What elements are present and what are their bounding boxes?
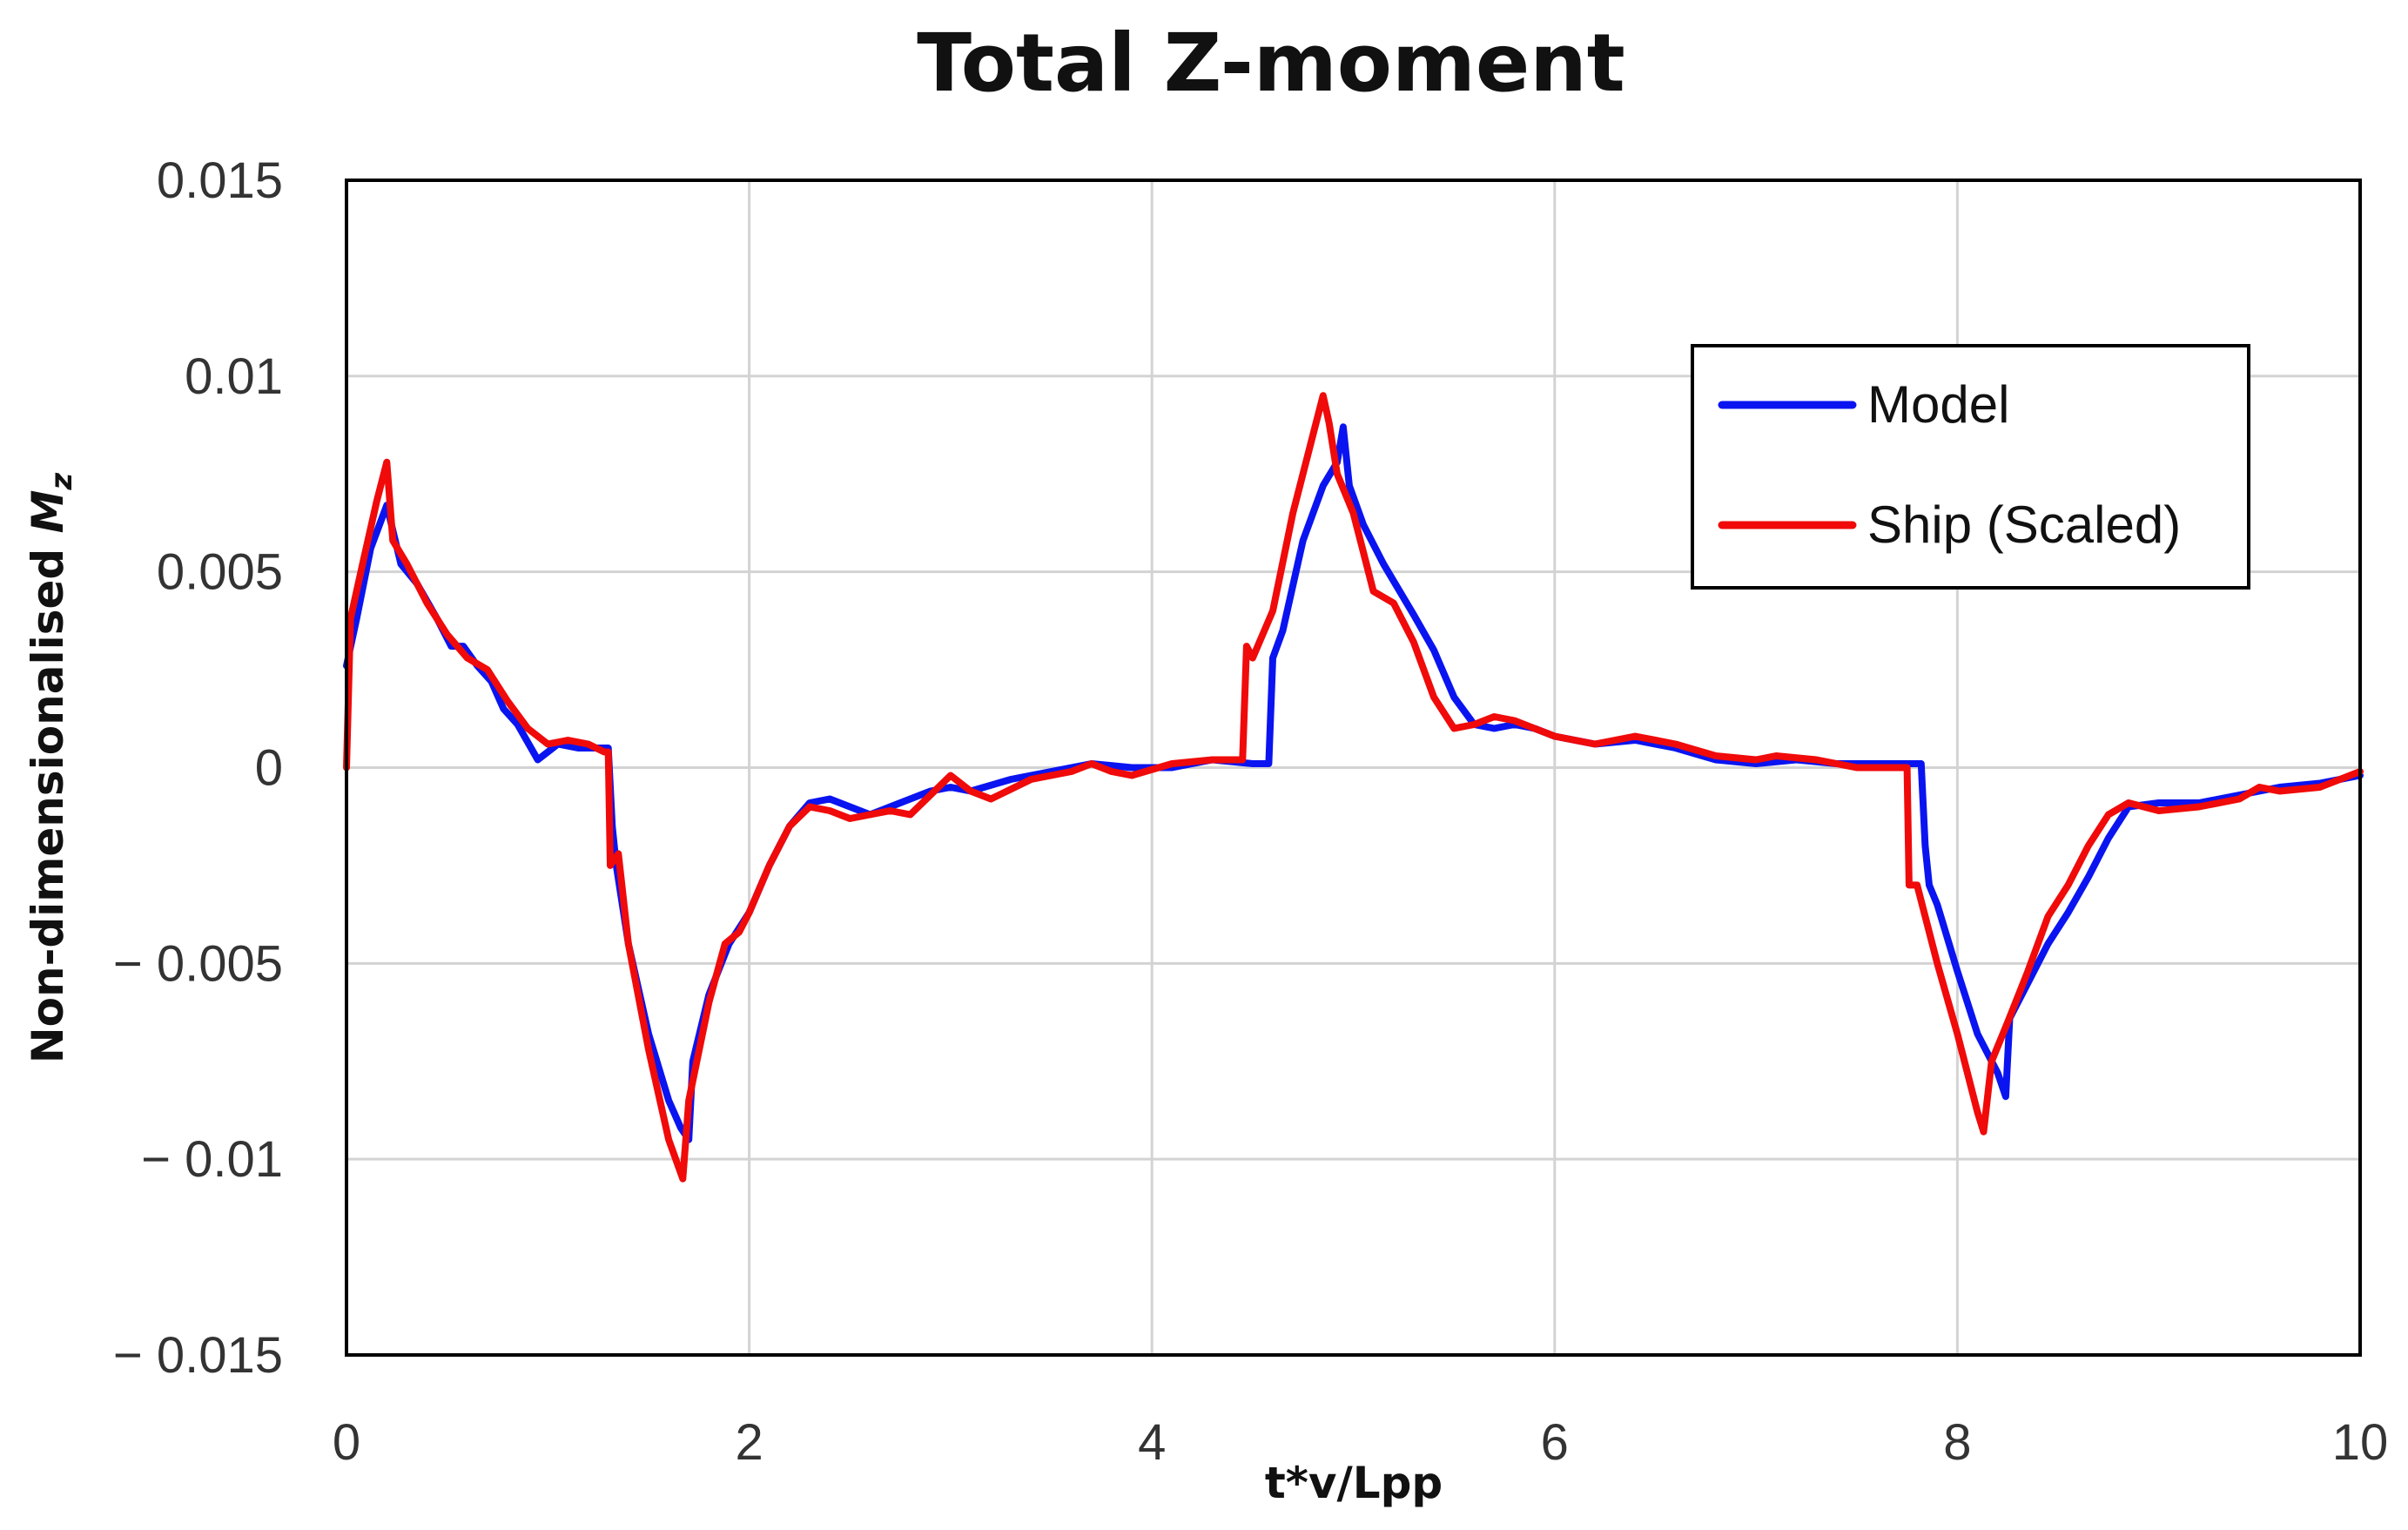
x-tick-label: 2 [735,1414,763,1471]
y-tick-label: − 0.01 [141,1131,283,1188]
y-tick-label: 0.005 [157,544,283,601]
x-tick-label: 8 [1943,1414,1971,1471]
y-axis-label: Non-dimensionalised Mz [23,473,79,1064]
legend-label-model: Model [1867,375,2009,434]
plot-frame [345,179,2362,1357]
series-line-ship [343,392,2364,1183]
y-tick-label: 0 [255,740,283,797]
x-axis-label: t*v/Lpp [1265,1458,1443,1508]
series-group [343,392,2364,1183]
y-axis-ticks: 0.015 0.01 0.005 0 − 0.005 − 0.01 − 0.015 [113,152,283,1384]
x-tick-label: 10 [2332,1414,2389,1471]
y-tick-label: 0.01 [185,348,283,405]
y-axis-label-sub: z [44,473,79,491]
legend-label-ship: Ship (Scaled) [1867,495,2181,554]
x-tick-label: 0 [333,1414,360,1471]
legend: Model Ship (Scaled) [1691,344,2250,590]
chart-title: Total Z-moment [917,17,1624,110]
y-tick-label: 0.015 [157,152,283,209]
x-axis-ticks: 0 2 4 6 8 10 [333,1414,2388,1471]
x-tick-label: 4 [1138,1414,1166,1471]
x-tick-label: 6 [1541,1414,1569,1471]
legend-box [1691,344,2250,590]
y-axis-label-main: Non-dimensionalised [23,533,73,1063]
y-tick-label: − 0.005 [113,935,283,992]
y-tick-label: − 0.015 [113,1327,283,1384]
y-axis-label-var: M [23,490,73,534]
